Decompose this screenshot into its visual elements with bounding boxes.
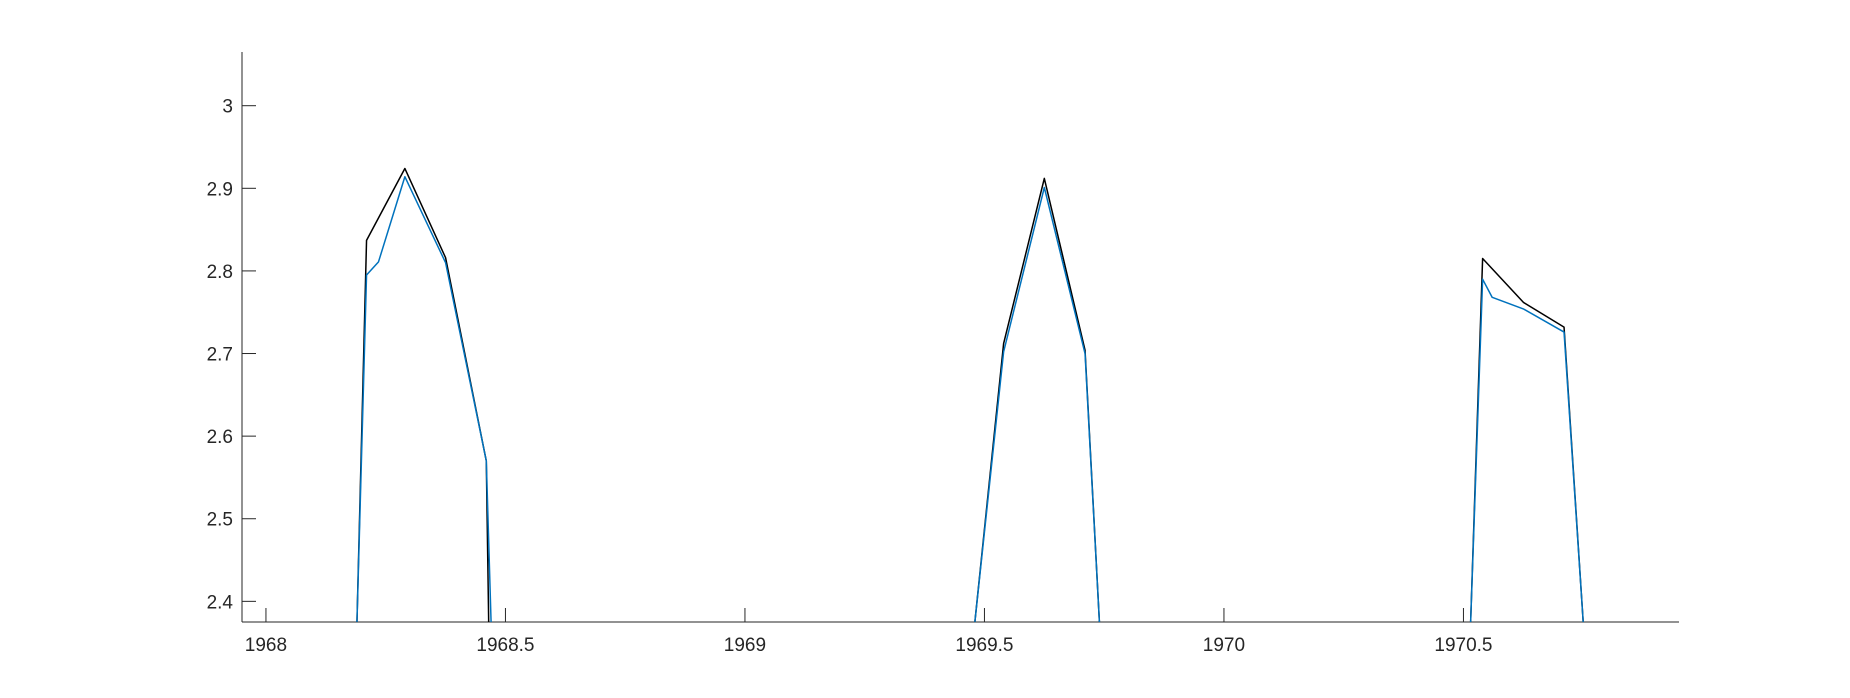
x-tick-label: 1968.5 bbox=[476, 635, 534, 656]
x-tick-label: 1968 bbox=[245, 635, 287, 656]
series-layer bbox=[356, 167, 1584, 623]
y-tick-label: 2.8 bbox=[207, 262, 233, 283]
y-tick-label: 3 bbox=[222, 97, 233, 118]
series-1-line-segment bbox=[1469, 257, 1584, 623]
y-tick-label: 2.7 bbox=[207, 345, 233, 366]
series-1-line-segment bbox=[974, 177, 1101, 623]
x-tick-label: 1969 bbox=[724, 635, 766, 656]
x-tick-label: 1970 bbox=[1203, 635, 1245, 656]
series-2-line-segment bbox=[974, 186, 1101, 623]
x-tick-label: 1970.5 bbox=[1434, 635, 1492, 656]
series-2-line-segment bbox=[1469, 278, 1584, 623]
series-1-line-segment bbox=[356, 167, 490, 623]
y-axis-ticks: 2.4 2.5 2.6 2.7 2.8 2.9 3 bbox=[207, 97, 256, 613]
x-axis-ticks: 1968 1968.5 1969 1969.5 1970 1970.5 bbox=[245, 608, 1493, 656]
y-tick-label: 2.4 bbox=[207, 592, 234, 613]
plot-area: 2.4 2.5 2.6 2.7 2.8 2.9 3 1968 1968.5 1969 1969.5… bbox=[207, 52, 1679, 656]
series-2-line-segment bbox=[356, 175, 492, 623]
series-2 bbox=[356, 175, 1584, 623]
series-1 bbox=[356, 167, 1584, 623]
y-tick-label: 2.5 bbox=[207, 510, 233, 531]
x-tick-label: 1969.5 bbox=[955, 635, 1013, 656]
y-tick-label: 2.6 bbox=[207, 427, 233, 448]
y-tick-label: 2.9 bbox=[207, 179, 233, 200]
